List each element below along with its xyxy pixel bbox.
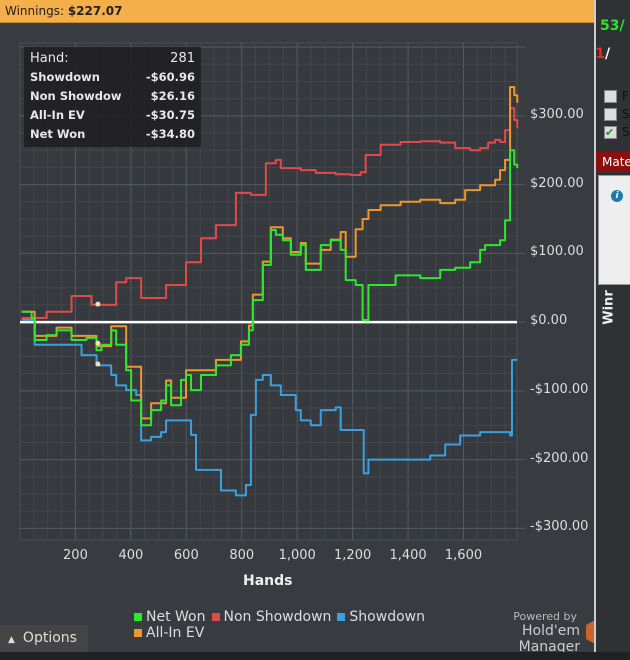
legend-label: All-In EV	[146, 625, 205, 641]
series-line-non-showdown	[21, 107, 519, 319]
checkbox-checked[interactable]: ✔	[604, 126, 617, 139]
legend-item-showdown[interactable]: Showdown	[337, 609, 425, 625]
winnings-label: Winnings:	[5, 4, 64, 18]
y-tick-label: $100.00	[530, 244, 584, 260]
hover-tooltip: Hand: 281 Showdown -$60.96 Non Showdow $26.…	[24, 47, 201, 147]
stat-part: 11	[595, 46, 605, 62]
y-tick-label: $0.00	[530, 313, 568, 329]
checkbox[interactable]	[604, 108, 617, 121]
series-line-net-won	[21, 149, 519, 427]
winnings-value: $227.07	[67, 4, 123, 18]
x-tick-label: 1,000	[278, 548, 316, 563]
legend: Net Won Non Showdown Showdown All-In EV	[134, 609, 431, 641]
legend-swatch	[211, 613, 220, 621]
bottom-border	[0, 652, 630, 660]
hover-marker	[95, 361, 101, 367]
x-tick-label: 800	[229, 548, 255, 563]
y-tick-label: -$100.00	[530, 381, 589, 397]
x-tick-label: 400	[118, 548, 144, 563]
legend-label: Showdown	[349, 609, 425, 625]
chevron-up-icon: ▲	[8, 635, 15, 645]
tooltip-label: Hand:	[30, 51, 69, 66]
x-tick-label: 600	[173, 548, 199, 563]
legend-item-net-won[interactable]: Net Won	[134, 609, 206, 625]
vertical-label: Winr	[601, 290, 617, 325]
y-tick-label: $300.00	[530, 106, 584, 122]
stat-part: /	[604, 46, 611, 62]
tooltip-value: -$30.75	[145, 108, 195, 122]
winnings-bar: Winnings: $227.07	[0, 0, 594, 23]
stat-text: 53/	[600, 18, 625, 34]
tooltip-value: $26.16	[150, 89, 195, 103]
hover-marker	[95, 301, 101, 307]
legend-item-allin-ev[interactable]: All-In EV	[134, 625, 204, 641]
y-tick-label: -$300.00	[530, 519, 589, 535]
checkbox-label: S	[622, 107, 630, 121]
tooltip-row-non-showdown: Non Showdow $26.16	[30, 87, 195, 106]
legend-swatch	[134, 613, 142, 621]
x-axis-label: Hands	[243, 573, 293, 589]
stat-text-2: 8/38/11/	[595, 46, 611, 62]
y-tick-label: -$200.00	[530, 450, 589, 466]
tooltip-label: Non Showdow	[30, 89, 122, 103]
tooltip-value: 281	[170, 51, 195, 66]
checkbox-label: S	[622, 125, 630, 139]
tab-mate[interactable]: Mate	[596, 152, 630, 172]
brand-name: Hold'em Manager	[518, 623, 580, 655]
options-button[interactable]: ▲ Options	[0, 625, 88, 652]
info-panel: i	[598, 175, 630, 285]
powered-by: Powered by Hold'em Manager	[460, 610, 580, 655]
tooltip-row-showdown: Showdown -$60.96	[30, 68, 195, 87]
legend-label: Net Won	[146, 609, 206, 625]
tooltip-row-hand: Hand: 281	[30, 49, 195, 68]
series-line-showdown	[21, 319, 518, 497]
checkbox-list: F S ✔ S	[596, 86, 630, 148]
tooltip-value: -$34.80	[145, 127, 195, 141]
options-label: Options	[22, 630, 77, 646]
legend-swatch	[134, 629, 142, 637]
x-tick-label: 1,600	[444, 548, 483, 563]
legend-swatch	[337, 613, 346, 621]
y-tick-label: $200.00	[530, 175, 584, 191]
x-tick-label: 1,200	[334, 548, 372, 563]
tooltip-label: Showdown	[30, 70, 100, 84]
tooltip-label: All-In EV	[30, 108, 85, 122]
x-tick-label: 200	[63, 548, 88, 563]
tooltip-row-net-won: Net Won -$34.80	[30, 125, 195, 144]
powered-by-text: Powered by	[513, 610, 577, 623]
graph-window: Winnings: $227.07 Hand: 281 Showdown -$60.…	[0, 0, 612, 660]
checkbox-label: F	[622, 89, 629, 103]
side-panel: 53/ 8/38/11/ F S ✔ S Mate i Winr	[594, 0, 630, 660]
tooltip-label: Net Won	[30, 127, 86, 141]
info-icon: i	[611, 190, 623, 202]
x-tick-label: 1,400	[389, 548, 427, 563]
checkbox[interactable]	[604, 90, 617, 103]
tooltip-row-allin-ev: All-In EV -$30.75	[30, 106, 195, 125]
hover-marker	[95, 340, 101, 346]
legend-item-non-showdown[interactable]: Non Showdown	[211, 609, 332, 625]
legend-label: Non Showdown	[223, 609, 332, 625]
tooltip-value: -$60.96	[145, 70, 195, 84]
